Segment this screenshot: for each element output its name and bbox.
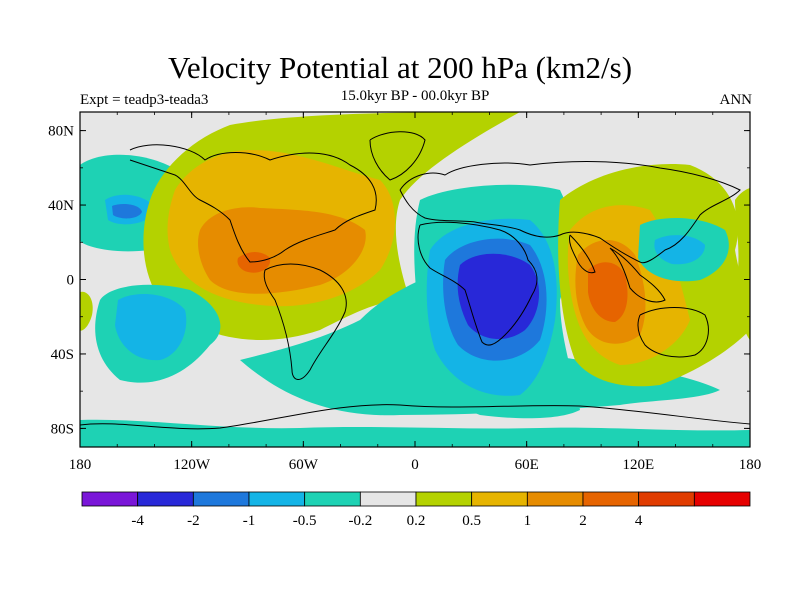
colorbar-swatch bbox=[138, 492, 194, 506]
colorbar bbox=[82, 492, 750, 506]
colorbar-label: -1 bbox=[243, 513, 256, 529]
lat-tick-label: 40S bbox=[51, 347, 74, 363]
colorbar-swatch bbox=[527, 492, 583, 506]
colorbar-swatch bbox=[305, 492, 361, 506]
colorbar-label: 0.2 bbox=[407, 513, 426, 529]
colorbar-labels: -4 -2 -1 -0.5 -0.2 0.2 0.5 1 2 4 bbox=[131, 513, 643, 529]
lon-tick-label: 60W bbox=[289, 457, 319, 473]
lon-tick-label: 180 bbox=[69, 457, 92, 473]
lon-tick-label: 60E bbox=[515, 457, 539, 473]
lat-tick-label: 40N bbox=[48, 198, 74, 214]
colorbar-swatch bbox=[639, 492, 695, 506]
colorbar-label: 4 bbox=[635, 513, 643, 529]
negative-region-africa-core bbox=[458, 254, 539, 339]
colorbar-swatch bbox=[82, 492, 138, 506]
colorbar-swatch bbox=[193, 492, 249, 506]
lon-tick-label: 120W bbox=[173, 457, 211, 473]
colorbar-label: 1 bbox=[524, 513, 532, 529]
contour-field bbox=[80, 112, 750, 447]
colorbar-swatch bbox=[694, 492, 750, 506]
colorbar-label: 0.5 bbox=[462, 513, 481, 529]
colorbar-label: 2 bbox=[579, 513, 587, 529]
colorbar-label: -0.5 bbox=[293, 513, 317, 529]
colorbar-label: -2 bbox=[187, 513, 200, 529]
colorbar-swatch bbox=[472, 492, 528, 506]
lat-tick-label: 0 bbox=[67, 273, 75, 289]
colorbar-label: -0.2 bbox=[348, 513, 372, 529]
colorbar-swatch bbox=[416, 492, 472, 506]
colorbar-swatch bbox=[249, 492, 305, 506]
colorbar-swatch bbox=[360, 492, 416, 506]
colorbar-swatch bbox=[583, 492, 639, 506]
lat-tick-label: 80S bbox=[51, 421, 74, 437]
lon-tick-label: 120E bbox=[622, 457, 654, 473]
colorbar-label: -4 bbox=[131, 513, 144, 529]
lon-tick-label: 180 bbox=[739, 457, 762, 473]
lat-tick-label: 80N bbox=[48, 124, 74, 140]
lon-tick-label: 0 bbox=[411, 457, 419, 473]
